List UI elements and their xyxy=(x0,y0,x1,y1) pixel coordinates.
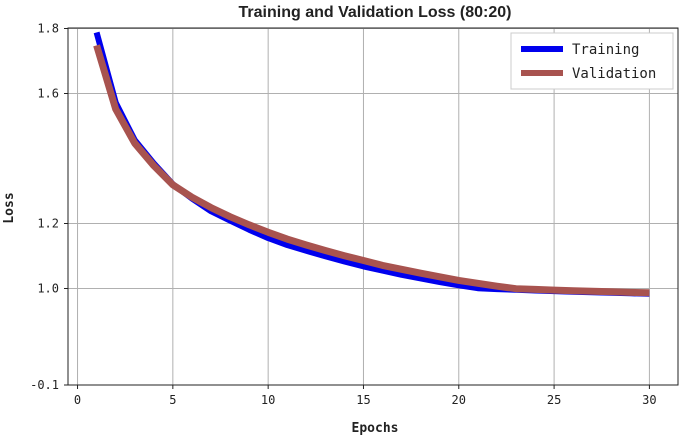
y-tick-label: 1.6 xyxy=(37,87,59,101)
chart-title: Training and Validation Loss (80:20) xyxy=(239,4,512,21)
plot-frame xyxy=(67,27,679,386)
legend-label-validation: Validation xyxy=(572,66,656,82)
x-tick-label: 25 xyxy=(547,393,561,407)
y-tick-label: -0.1 xyxy=(30,378,59,392)
x-tick-label: 5 xyxy=(169,393,176,407)
x-tick-label: 30 xyxy=(642,393,656,407)
legend-label-training: Training xyxy=(572,42,639,58)
y-axis-label: Loss xyxy=(2,192,17,223)
legend: Training Validation xyxy=(510,32,674,90)
x-tick-label: 10 xyxy=(261,393,275,407)
series-lines xyxy=(93,31,650,297)
series-line-validation xyxy=(93,44,650,297)
x-axis-label: Epochs xyxy=(352,421,399,436)
y-tick-label: 1.2 xyxy=(37,217,59,231)
x-tick-label: 20 xyxy=(452,393,466,407)
x-tick-label: 15 xyxy=(356,393,370,407)
x-tick-label: 0 xyxy=(74,393,81,407)
y-tick-label: 1.0 xyxy=(37,282,59,296)
y-tick-label: 1.8 xyxy=(37,22,59,36)
legend-box xyxy=(510,32,674,90)
